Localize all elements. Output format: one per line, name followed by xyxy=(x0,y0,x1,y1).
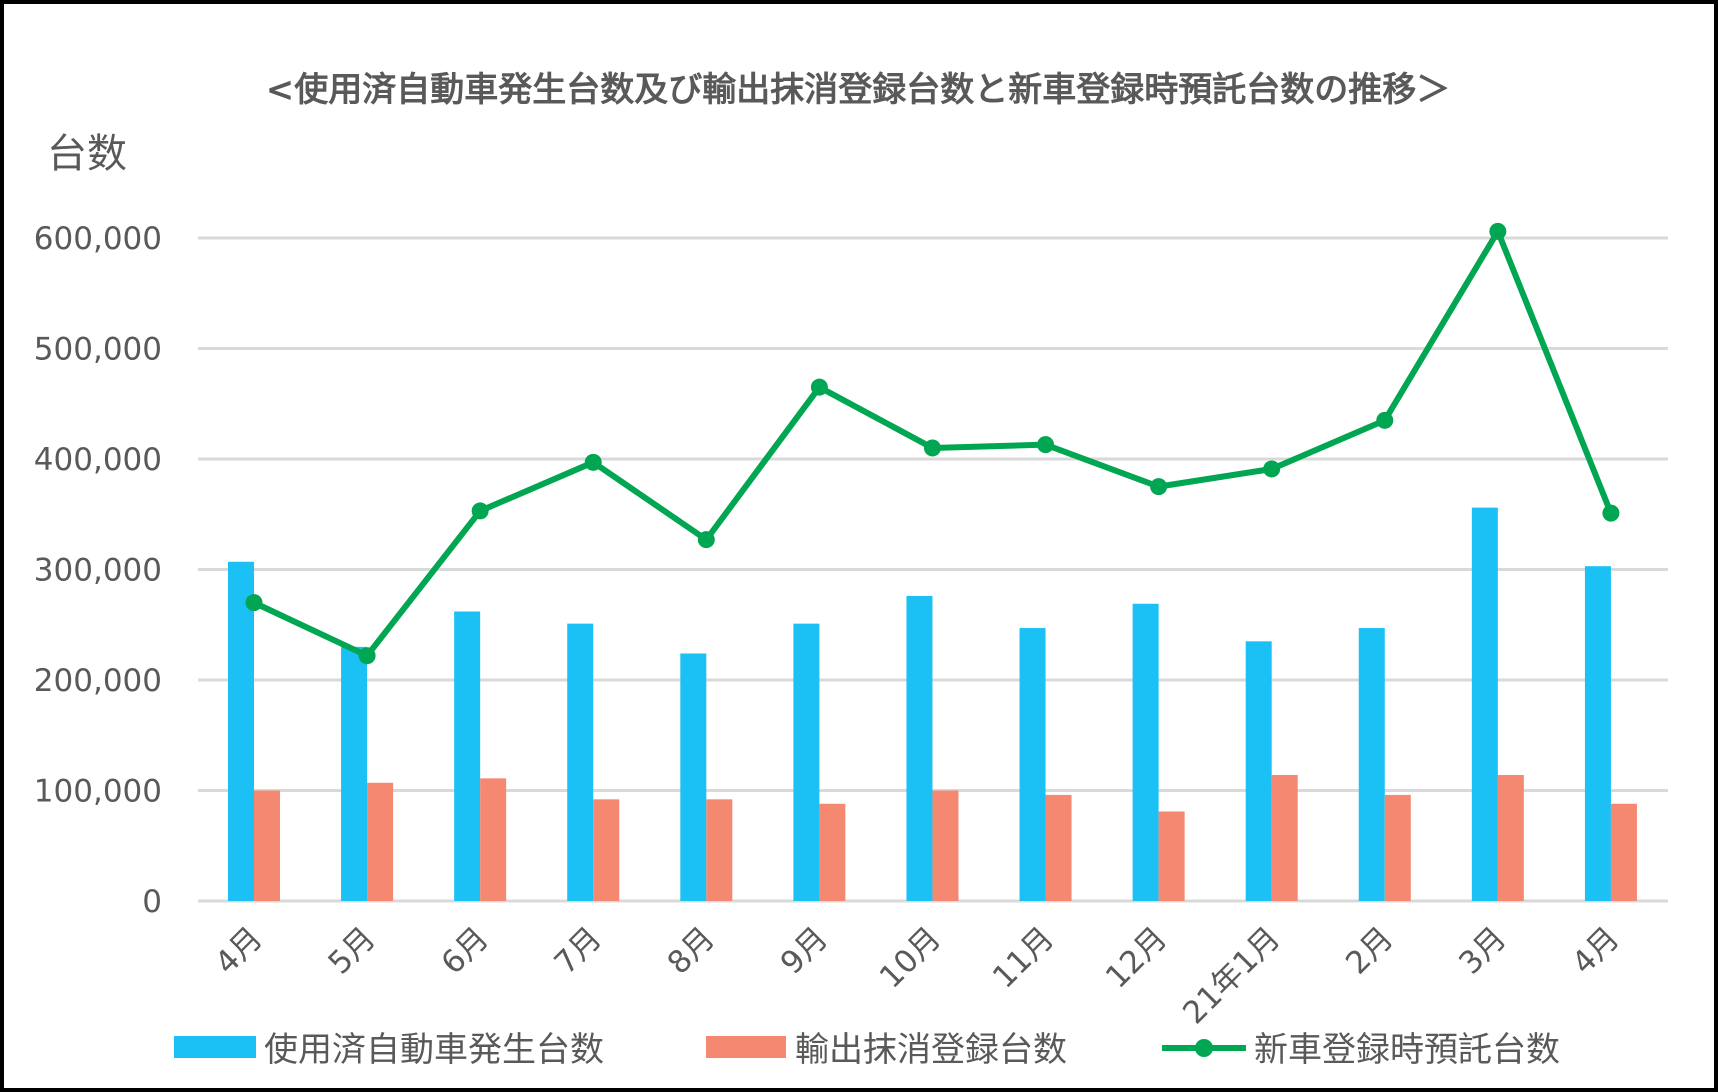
bar-使用済自動車発生台数 xyxy=(1132,603,1159,901)
bar-使用済自動車発生台数 xyxy=(1358,628,1385,901)
bar-輸出抹消登録台数 xyxy=(1158,811,1185,901)
legend-label: 輸出抹消登録台数 xyxy=(795,1030,1067,1070)
y-tick-label: 200,000 xyxy=(34,663,162,699)
x-tick-label: 8月 xyxy=(661,920,722,981)
x-tick-label: 2月 xyxy=(1339,920,1400,981)
bar-輸出抹消登録台数 xyxy=(1271,775,1298,901)
bar-使用済自動車発生台数 xyxy=(906,596,933,901)
x-tick-label: 10月 xyxy=(873,920,948,995)
line-series xyxy=(245,222,1620,665)
x-tick-label: 9月 xyxy=(774,920,835,981)
gridlines xyxy=(198,236,1668,903)
bar-使用済自動車発生台数 xyxy=(793,623,820,901)
x-tick-label: 12月 xyxy=(1099,920,1174,995)
y-tick-label: 300,000 xyxy=(34,553,162,589)
x-tick-label: 7月 xyxy=(548,920,609,981)
line-point xyxy=(810,378,828,396)
legend-swatch-bar xyxy=(706,1036,786,1058)
legend: 使用済自動車発生台数 輸出抹消登録台数 新車登録時預託台数 xyxy=(174,1030,1560,1070)
legend-swatch-marker xyxy=(1195,1039,1213,1057)
bar-輸出抹消登録台数 xyxy=(706,799,733,901)
line-point xyxy=(923,439,941,457)
legend-label: 新車登録時預託台数 xyxy=(1254,1030,1560,1070)
bar-使用済自動車発生台数 xyxy=(341,646,368,901)
bar-使用済自動車発生台数 xyxy=(228,561,254,901)
y-tick-labels: 0 100,000 200,000 300,000 400,000 500,000 600,… xyxy=(34,221,162,920)
bar-輸出抹消登録台数 xyxy=(1045,794,1072,901)
bar-輸出抹消登録台数 xyxy=(932,790,959,901)
y-tick-label: 400,000 xyxy=(34,442,162,478)
line-point xyxy=(1376,411,1394,429)
x-tick-label: 4月 xyxy=(208,920,269,981)
bars xyxy=(228,507,1637,901)
bar-輸出抹消登録台数 xyxy=(1384,794,1411,901)
line-point xyxy=(1263,460,1281,478)
y-tick-label: 100,000 xyxy=(34,774,162,810)
y-tick-label: 600,000 xyxy=(34,221,162,257)
bar-使用済自動車発生台数 xyxy=(1019,628,1046,901)
bar-輸出抹消登録台数 xyxy=(1610,803,1637,901)
line-point xyxy=(584,453,602,471)
line-point xyxy=(358,647,376,665)
bar-輸出抹消登録台数 xyxy=(480,778,507,901)
y-tick-label: 0 xyxy=(142,884,162,920)
x-tick-label: 6月 xyxy=(434,920,495,981)
x-tick-label: 3月 xyxy=(1452,920,1513,981)
line-point xyxy=(245,594,263,612)
bar-輸出抹消登録台数 xyxy=(1497,775,1524,901)
legend-swatch-bar xyxy=(174,1036,256,1058)
x-tick-label: 11月 xyxy=(986,920,1061,995)
bar-使用済自動車発生台数 xyxy=(1584,566,1611,901)
bar-使用済自動車発生台数 xyxy=(1471,507,1498,901)
x-tick-label: 5月 xyxy=(321,920,382,981)
bar-使用済自動車発生台数 xyxy=(567,623,594,901)
x-tick-labels: 4月 5月 6月 7月 8月 9月 10月 11月 12月 21年1月 2月 3月 4月 xyxy=(208,920,1626,1031)
line-point xyxy=(1150,478,1168,496)
line-point xyxy=(697,531,715,549)
legend-label: 使用済自動車発生台数 xyxy=(264,1030,604,1070)
y-axis-label: 台数 xyxy=(47,131,127,177)
x-tick-label: 4月 xyxy=(1565,920,1626,981)
line-point xyxy=(1037,436,1055,454)
bar-輸出抹消登録台数 xyxy=(254,790,280,901)
y-tick-label: 500,000 xyxy=(34,332,162,368)
bar-使用済自動車発生台数 xyxy=(680,653,707,901)
line-point xyxy=(471,502,489,520)
bar-使用済自動車発生台数 xyxy=(1245,641,1272,901)
line-point xyxy=(1489,222,1507,240)
chart-title: <使用済自動車発生台数及び輸出抹消登録台数と新車登録時預託台数の推移＞ xyxy=(266,70,1451,110)
bar-輸出抹消登録台数 xyxy=(819,803,846,901)
bar-輸出抹消登録台数 xyxy=(593,799,620,901)
bar-使用済自動車発生台数 xyxy=(454,611,481,901)
bar-輸出抹消登録台数 xyxy=(367,782,394,901)
line-point xyxy=(1602,504,1620,522)
x-tick-label: 21年1月 xyxy=(1176,920,1287,1031)
